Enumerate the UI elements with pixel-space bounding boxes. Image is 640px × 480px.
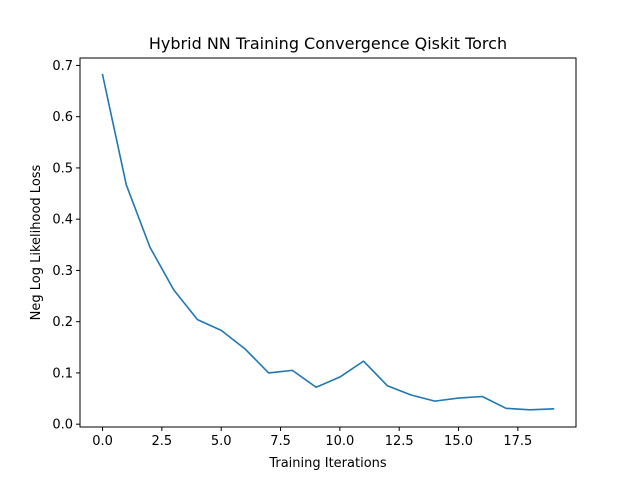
- x-tick-label: 10.0: [325, 434, 354, 449]
- y-tick-label: 0.0: [52, 418, 73, 433]
- x-tick-label: 2.5: [152, 434, 173, 449]
- x-tick-label: 17.5: [503, 434, 532, 449]
- x-tick-label: 5.0: [211, 434, 232, 449]
- x-tick-label: 15.0: [444, 434, 473, 449]
- x-axis-label: Training Iterations: [268, 456, 387, 471]
- y-tick-label: 0.2: [52, 315, 73, 330]
- y-tick-label: 0.1: [52, 366, 73, 381]
- y-tick-label: 0.5: [52, 161, 73, 176]
- plot-layer: [101, 73, 555, 411]
- x-tick-label: 7.5: [270, 434, 291, 449]
- series-line: [101, 73, 555, 411]
- y-tick-label: 0.7: [52, 59, 73, 74]
- y-axis-ticks: 0.0 0.1 0.2 0.3 0.4 0.5 0.6 0.7: [52, 59, 80, 433]
- axes-frame: [79, 57, 577, 428]
- chart-title: Hybrid NN Training Convergence Qiskit To…: [149, 34, 507, 53]
- x-tick-label: 12.5: [385, 434, 414, 449]
- y-axis-label: Neg Log Likelihood Loss: [29, 164, 44, 320]
- y-tick-label: 0.3: [52, 264, 73, 279]
- x-axis-ticks: 0.0 2.5 5.0 7.5 10.0 12.5 15.0 17.5: [92, 427, 532, 449]
- x-tick-label: 0.0: [92, 434, 113, 449]
- y-tick-label: 0.4: [52, 213, 73, 228]
- y-tick-label: 0.6: [52, 110, 73, 125]
